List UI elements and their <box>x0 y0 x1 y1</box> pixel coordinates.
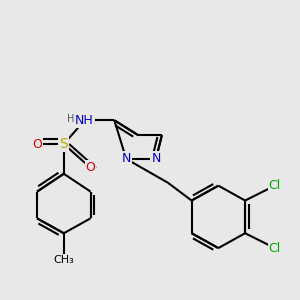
Text: O: O <box>32 138 42 151</box>
Text: N: N <box>122 152 131 165</box>
Text: CH₃: CH₃ <box>53 255 74 265</box>
Text: Cl: Cl <box>269 179 281 192</box>
Text: H: H <box>67 114 74 124</box>
Text: S: S <box>59 137 68 151</box>
Text: O: O <box>85 161 95 174</box>
Text: N: N <box>151 152 160 165</box>
Text: NH: NH <box>75 114 94 127</box>
Text: Cl: Cl <box>269 242 281 255</box>
